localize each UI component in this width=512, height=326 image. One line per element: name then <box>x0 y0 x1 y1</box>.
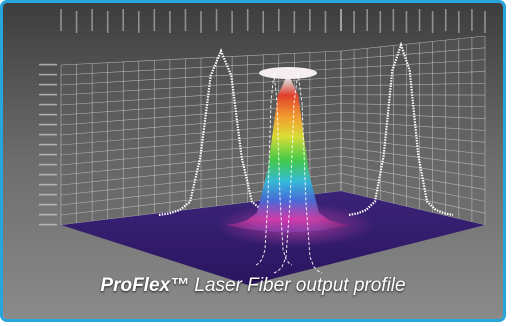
y-tick-mark <box>39 113 57 116</box>
side-grid-h <box>340 173 486 202</box>
y-tick-mark <box>39 93 57 96</box>
side-grid-h <box>340 35 486 52</box>
figure-caption: ProFlex™ Laser Fiber output profile <box>3 275 503 297</box>
y-tick-mark <box>39 163 57 166</box>
side-grid-h <box>340 82 486 87</box>
x-tick-mark <box>137 11 140 33</box>
y-tick-mark <box>39 203 57 206</box>
y-tick-mark <box>39 193 57 196</box>
x-tick-mark <box>231 11 233 33</box>
z-tick-mark <box>484 11 486 33</box>
y-tick-mark <box>39 153 57 156</box>
y-tick-mark <box>39 213 57 216</box>
caption-brand: ProFlex™ <box>100 275 190 296</box>
z-tick-mark <box>431 11 434 33</box>
z-tick-mark <box>379 11 382 33</box>
x-tick-mark <box>122 9 125 31</box>
z-tick-mark <box>405 11 408 33</box>
y-tick-mark <box>39 103 57 106</box>
x-tick-mark <box>262 11 265 33</box>
z-tick-mark <box>444 9 447 31</box>
side-grid-h <box>340 164 486 190</box>
z-tick-mark <box>471 9 473 31</box>
axis-ticks <box>39 9 486 226</box>
center-profile-line-2 <box>273 72 323 274</box>
y-tick-mark <box>39 223 57 226</box>
x-tick-mark <box>75 11 78 33</box>
z-tick-mark <box>418 9 421 31</box>
y-tick-mark <box>39 63 57 66</box>
x-tick-mark <box>106 11 109 33</box>
y-tick-mark <box>39 143 57 146</box>
side-grid-h <box>340 181 486 214</box>
x-tick-mark <box>324 11 327 33</box>
z-tick-mark <box>392 9 395 31</box>
side-grid-h <box>340 120 486 131</box>
x-tick-mark <box>277 9 280 31</box>
x-tick-mark <box>184 9 187 31</box>
z-tick-mark <box>366 9 368 31</box>
z-tick-mark <box>353 11 355 33</box>
side-grid-h <box>340 59 486 69</box>
x-tick-mark <box>153 9 156 31</box>
x-tick-mark <box>169 11 171 33</box>
y-tick-mark <box>39 123 57 126</box>
figure-frame: ProFlex™ Laser Fiber output profile <box>0 0 506 322</box>
side-grid-h <box>340 129 486 143</box>
side-wall-projection <box>348 41 454 217</box>
z-tick-mark <box>458 11 460 33</box>
x-tick-mark <box>215 9 218 31</box>
x-tick-mark <box>293 11 296 33</box>
y-tick-mark <box>39 83 57 86</box>
y-tick-mark <box>39 133 57 136</box>
x-tick-mark <box>309 9 311 31</box>
y-tick-mark <box>39 183 57 186</box>
side-grid-h <box>340 146 486 167</box>
beam-top <box>259 67 317 79</box>
x-tick-mark <box>91 9 93 31</box>
x-tick-mark <box>60 9 62 31</box>
side-grid-h <box>340 47 486 61</box>
caption-text: Laser Fiber output profile <box>189 275 406 296</box>
z-tick-mark <box>340 9 342 31</box>
side-grid-h <box>340 138 486 155</box>
center-profile-line <box>255 72 293 266</box>
beam-profile-plot <box>3 3 503 319</box>
y-tick-mark <box>39 173 57 176</box>
x-tick-mark <box>246 9 249 31</box>
side-grid-h <box>340 155 486 179</box>
side-grid-h <box>340 71 486 78</box>
beam-shading <box>226 73 350 232</box>
x-tick-mark <box>200 11 202 33</box>
side-wall <box>341 36 485 225</box>
side-grid-h <box>340 111 486 119</box>
y-tick-mark <box>39 73 57 76</box>
